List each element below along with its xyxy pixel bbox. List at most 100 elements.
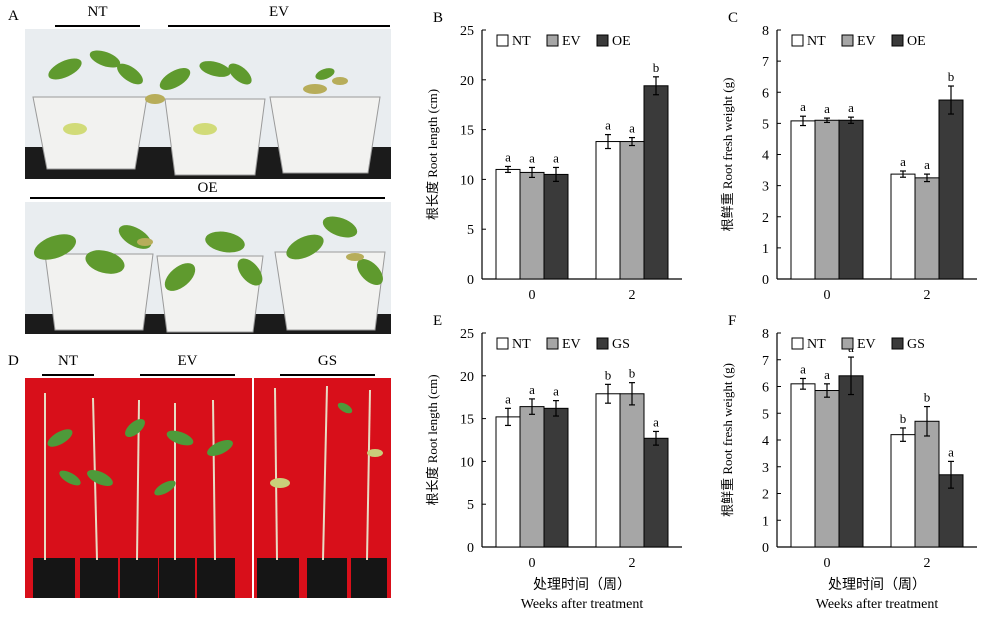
bar <box>838 375 864 548</box>
y-tick-label: 3 <box>762 180 769 195</box>
significance-letter: b <box>653 60 660 75</box>
y-tick-label: 2 <box>762 211 769 226</box>
bar <box>914 177 940 280</box>
panel-letter-f: F <box>728 313 736 329</box>
y-tick-label: 5 <box>467 223 474 238</box>
group-label-nt: NT <box>87 4 108 20</box>
y-axis-label: 根鲜重 Root fresh weight (g) <box>720 363 735 517</box>
significance-letter: a <box>553 384 559 399</box>
legend-label: GS <box>907 337 925 352</box>
legend-swatch <box>546 34 559 47</box>
group-label-oe: OE <box>197 180 218 196</box>
significance-letter: a <box>605 118 611 133</box>
x-axis-label: 处理时间（周） <box>828 577 926 593</box>
significance-letter: a <box>529 150 535 165</box>
significance-letter: a <box>948 444 954 459</box>
y-tick-label: 15 <box>460 413 474 428</box>
significance-letter: a <box>505 149 511 164</box>
bar <box>643 437 669 548</box>
y-axis-label: 根长度 Root length (cm) <box>425 374 440 505</box>
bar <box>495 168 521 280</box>
y-tick-label: 2 <box>762 488 769 503</box>
legend-swatch <box>596 337 609 350</box>
y-tick-label: 3 <box>762 461 769 476</box>
y-tick-label: 10 <box>460 455 474 470</box>
bar <box>519 171 545 280</box>
bar <box>643 85 669 280</box>
significance-letter: a <box>505 391 511 406</box>
panel-letter-a: A <box>8 8 19 24</box>
bar <box>890 434 916 548</box>
group-line <box>42 374 94 376</box>
bar-chart-f: F 0 1 2 3 4 5 6 7 8 根鲜重 Root fresh weight (g) 0 a a a 2… <box>720 313 977 612</box>
bar <box>619 141 645 280</box>
legend-swatch <box>496 337 509 350</box>
x-axis-label: 处理时间（周） <box>533 577 631 593</box>
panel-letter-d: D <box>8 353 19 369</box>
y-tick-label: 25 <box>460 24 474 39</box>
y-tick-label: 0 <box>762 273 769 288</box>
significance-letter: b <box>948 69 955 84</box>
significance-letter: b <box>924 390 931 405</box>
panel-letter-b: B <box>433 10 443 26</box>
x-tick-label: 2 <box>924 556 931 571</box>
x-tick-label: 2 <box>924 288 931 303</box>
bar <box>595 141 621 280</box>
group-line <box>168 25 390 27</box>
bar <box>814 119 840 280</box>
x-axis-label-en: Weeks after treatment <box>521 597 644 612</box>
legend-swatch <box>841 34 854 47</box>
legend-swatch <box>891 337 904 350</box>
legend-label: OE <box>612 34 631 49</box>
y-tick-label: 15 <box>460 124 474 139</box>
y-tick-label: 20 <box>460 74 474 89</box>
y-tick-label: 8 <box>762 327 769 342</box>
legend-swatch <box>891 34 904 47</box>
group-line <box>280 374 375 376</box>
significance-letter: a <box>824 101 830 116</box>
significance-letter: b <box>900 411 907 426</box>
x-tick-label: 0 <box>529 288 536 303</box>
bar <box>543 173 569 280</box>
significance-letter: a <box>900 154 906 169</box>
y-axis-label: 根长度 Root length (cm) <box>425 89 440 220</box>
bar <box>519 406 545 548</box>
bar-chart-b: B 0 5 10 15 20 25 根长度 Root length (cm) 0 a a a 2 a a b N… <box>425 10 682 303</box>
legend-label: OE <box>907 34 926 49</box>
significance-letter: a <box>800 99 806 114</box>
chart-c: C 0 1 2 3 4 5 6 7 8 根鲜重 Root fresh weight (g) 0 a a a 2… <box>710 0 1000 305</box>
significance-letter: a <box>553 150 559 165</box>
bar <box>838 119 864 280</box>
legend-label: GS <box>612 337 630 352</box>
y-tick-label: 0 <box>762 541 769 556</box>
bar <box>619 393 645 548</box>
legend-label: EV <box>562 337 581 352</box>
bar <box>890 173 916 280</box>
significance-letter: a <box>653 414 659 429</box>
photo-plants-red <box>25 378 391 598</box>
x-tick-label: 2 <box>629 288 636 303</box>
legend-label: NT <box>512 337 531 352</box>
significance-letter: b <box>605 367 612 382</box>
chart-f: F 0 1 2 3 4 5 6 7 8 根鲜重 Root fresh weight (g) 0 a a a 2… <box>710 303 1000 622</box>
y-tick-label: 0 <box>467 541 474 556</box>
legend-label: EV <box>562 34 581 49</box>
x-axis-label-en: Weeks after treatment <box>816 597 939 612</box>
legend-label: NT <box>807 337 826 352</box>
x-tick-label: 0 <box>824 288 831 303</box>
y-tick-label: 6 <box>762 381 769 396</box>
legend-label: EV <box>857 34 876 49</box>
group-label-ev: EV <box>269 4 289 20</box>
legend-label: EV <box>857 337 876 352</box>
y-tick-label: 5 <box>762 117 769 132</box>
significance-letter: a <box>848 100 854 115</box>
bar <box>495 416 521 548</box>
legend-label: NT <box>512 34 531 49</box>
x-tick-label: 0 <box>824 556 831 571</box>
y-tick-label: 6 <box>762 86 769 101</box>
photo-pots-nt-ev <box>25 29 391 179</box>
group-label-nt: NT <box>58 353 78 369</box>
panel-letter-c: C <box>728 10 738 26</box>
chart-e: E 0 5 10 15 20 25 根长度 Root length (cm) 0 a a a 2 b b a N… <box>415 303 705 622</box>
legend-swatch <box>496 34 509 47</box>
